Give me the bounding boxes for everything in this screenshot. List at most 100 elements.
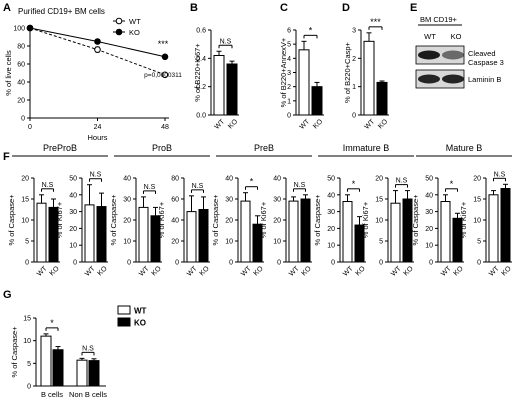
bar-wt xyxy=(186,211,197,263)
y-axis-label: % of Caspase+ xyxy=(411,194,420,246)
x-tick-label: KO xyxy=(151,265,163,277)
x-tick-label: B cells xyxy=(41,390,63,399)
y-axis-label: % of Ki67+ xyxy=(361,201,370,238)
bar-wt xyxy=(84,204,95,263)
group-title: PreProB xyxy=(43,143,77,153)
bar-ko xyxy=(52,349,64,387)
y-tick-label: 40 xyxy=(69,192,77,199)
y-tick-label: 30 xyxy=(327,209,335,216)
blot-lane-label: WT xyxy=(424,32,436,41)
x-tick-label: WT xyxy=(36,265,49,278)
chart-title: Purified CD19+ BM cells xyxy=(18,7,105,16)
data-point-ko xyxy=(26,24,34,32)
y-tick-label: 30 xyxy=(69,209,77,216)
panel-letter-d: D xyxy=(342,2,350,14)
y-axis-label: % of Ki67+ xyxy=(459,201,468,238)
bar-wt xyxy=(288,200,299,263)
y-axis-label: % of Caspase+ xyxy=(313,194,322,246)
y-axis-label: % of B220+Casp+ xyxy=(343,41,352,102)
y-axis-label: % of B220+Ki67+ xyxy=(193,43,202,102)
y-tick-label: 0 xyxy=(175,260,179,267)
significance-label: * xyxy=(50,318,54,328)
group-title: Mature B xyxy=(446,143,483,153)
x-tick-label: WT xyxy=(488,265,501,278)
y-tick-label: 30 xyxy=(425,209,433,216)
y-tick-label: 0.2 xyxy=(196,84,206,91)
panel-letter-a: A xyxy=(3,2,11,14)
blot-label: Cleaved xyxy=(468,49,496,58)
x-tick-label: 0 xyxy=(28,124,32,131)
bar-ko xyxy=(96,206,107,263)
x-tick-label: 24 xyxy=(94,124,102,131)
blot-band xyxy=(418,50,440,60)
significance-label: *** xyxy=(370,17,381,27)
bar-wt xyxy=(342,201,353,263)
y-tick-label: 0.0 xyxy=(196,113,206,120)
y-tick-label: 10 xyxy=(425,243,433,250)
y-tick-label: 40 xyxy=(17,80,25,87)
y-axis-label: % of Ki67+ xyxy=(55,201,64,238)
y-tick-label: 10 xyxy=(473,218,481,225)
group-title: ProB xyxy=(152,143,172,153)
x-tick-label: KO xyxy=(501,265,513,277)
bar-wt xyxy=(36,202,47,263)
y-tick-label: 40 xyxy=(327,192,335,199)
y-tick-label: 0.6 xyxy=(196,28,206,35)
y-tick-label: 40 xyxy=(273,176,281,183)
legend-marker-ko xyxy=(115,28,123,36)
x-tick-label: WT xyxy=(390,265,403,278)
y-tick-label: 10 xyxy=(123,239,131,246)
legend-label: WT xyxy=(129,17,141,26)
significance-label: * xyxy=(352,179,356,189)
bar-wt xyxy=(40,335,52,387)
annotation-stars: *** xyxy=(158,39,169,49)
annotation-p-value: p=0,0000311 xyxy=(144,72,182,79)
x-tick-label: KO xyxy=(403,265,415,277)
y-tick-label: 15 xyxy=(473,197,481,204)
significance-label: N.S xyxy=(192,183,204,190)
significance-label: N.S xyxy=(82,345,94,352)
x-tick-label: KO xyxy=(377,118,389,130)
y-tick-label: 4 xyxy=(287,56,291,63)
x-tick-label: KO xyxy=(312,118,324,130)
x-tick-label: WT xyxy=(138,265,151,278)
blot-label: Laminin B xyxy=(468,75,501,84)
y-tick-label: 2 xyxy=(352,56,356,63)
x-tick-label: KO xyxy=(355,265,367,277)
y-tick-label: 0 xyxy=(27,384,31,391)
y-tick-label: 20 xyxy=(17,98,25,105)
y-tick-label: 20 xyxy=(473,176,481,183)
legend-marker-wt xyxy=(115,17,123,25)
legend-label: WT xyxy=(134,307,147,316)
y-tick-label: 2 xyxy=(287,84,291,91)
bar-ko xyxy=(226,63,238,116)
x-tick-label: WT xyxy=(342,265,355,278)
x-tick-label: WT xyxy=(214,118,227,131)
y-tick-label: 50 xyxy=(69,176,77,183)
significance-label: N.S xyxy=(220,38,232,45)
y-tick-label: 100 xyxy=(13,26,25,33)
y-tick-label: 10 xyxy=(23,338,31,345)
x-tick-label: KO xyxy=(301,265,313,277)
blot-label: Caspase 3 xyxy=(468,58,504,67)
y-tick-label: 0 xyxy=(21,116,25,123)
y-tick-label: 5 xyxy=(25,239,29,246)
y-tick-label: 15 xyxy=(21,197,29,204)
y-tick-label: 0 xyxy=(25,260,29,267)
y-tick-label: 20 xyxy=(225,218,233,225)
x-tick-label: WT xyxy=(299,118,312,131)
blot-lane-label: KO xyxy=(451,32,462,41)
y-axis-label: % of Caspase+ xyxy=(109,194,118,246)
blot-header: BM CD19+ xyxy=(420,15,458,24)
y-tick-label: 5 xyxy=(379,239,383,246)
y-tick-label: 0 xyxy=(73,260,77,267)
y-tick-label: 1 xyxy=(287,98,291,105)
y-tick-label: 0 xyxy=(229,260,233,267)
panel-letter-c: C xyxy=(280,2,288,14)
y-axis-label: % of Caspase+ xyxy=(7,194,16,246)
y-tick-label: 10 xyxy=(327,243,335,250)
y-tick-label: 1 xyxy=(352,84,356,91)
y-tick-label: 80 xyxy=(17,44,25,51)
y-tick-label: 10 xyxy=(21,218,29,225)
